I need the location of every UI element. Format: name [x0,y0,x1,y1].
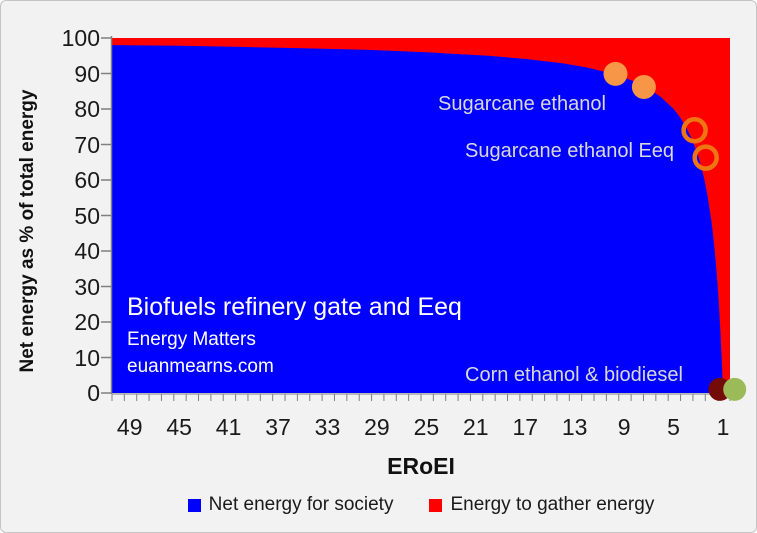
x-tick-label: 25 [413,414,440,440]
legend-item: Net energy for society [187,494,394,516]
y-tick-label: 80 [74,96,100,122]
x-tick-label: 17 [512,414,539,440]
chart-title: Biofuels refinery gate and Eeq [127,293,462,321]
x-tick-label: 21 [463,414,489,440]
y-axis-title: Net energy as % of total energy [17,89,38,373]
marker-sugarcane-ethanol [603,61,628,86]
x-tick-label: 37 [265,414,291,440]
y-tick-label: 50 [74,202,100,229]
y-tick-label: 0 [87,380,100,406]
y-tick-label: 100 [61,25,100,51]
x-tick-label: 33 [314,414,341,440]
annotation-label: Sugarcane ethanol Eeq [465,140,675,162]
y-tick-label: 30 [74,273,100,300]
x-tick-label: 41 [215,414,242,440]
chart-watermark: euanmearns.com [127,356,274,377]
legend-label: Energy to gather energy [450,494,655,515]
net-energy-area [112,45,723,393]
annotation-label: Sugarcane ethanol [438,93,606,115]
x-axis-title: ERoEI [387,453,455,479]
marker-sugarcane-ethanol-eeq [681,117,708,144]
y-tick-label: 90 [74,60,100,87]
legend: Net energy for society Energy to gather e… [112,490,730,520]
x-tick-label: 49 [116,414,143,440]
x-tick-label: 45 [166,414,192,440]
legend-swatch-icon [429,498,443,512]
marker-corn-ethanol-biodiesel [723,377,747,401]
chart-subtitle: Energy Matters [127,329,256,350]
legend-swatch-icon [187,498,201,512]
y-tick-label: 10 [74,344,100,371]
y-tick-label: 70 [74,131,100,158]
x-tick-label: 1 [716,414,730,440]
x-tick-label: 29 [364,414,390,440]
marker-sugarcane-ethanol [631,75,656,99]
y-tick-label: 20 [74,309,100,335]
x-tick-label: 5 [667,414,680,440]
legend-item: Energy to gather energy [429,494,654,516]
y-tick-label: 40 [74,238,100,264]
legend-label: Net energy for society [208,494,394,515]
y-tick-label: 60 [74,167,100,193]
x-tick-label: 9 [617,414,631,440]
marker-sugarcane-ethanol-eeq [692,144,719,171]
annotation-label: Corn ethanol & biodiesel [465,364,683,386]
x-tick-label: 13 [561,414,588,440]
